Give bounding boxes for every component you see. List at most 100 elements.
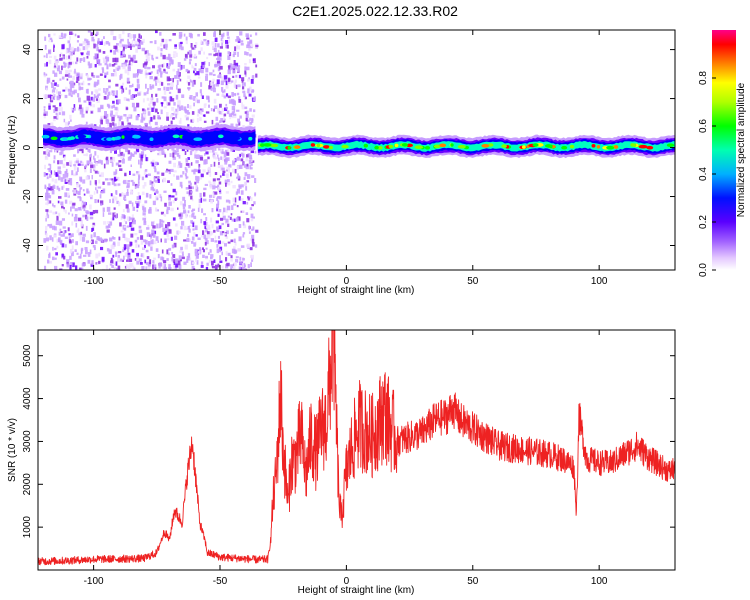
heatmap-noise-cell: [155, 161, 158, 166]
heatmap-noise-cell: [63, 207, 65, 210]
heatmap-noise-cell: [148, 209, 150, 214]
heatmap-noise-cell: [167, 83, 171, 86]
heatmap-noise-cell: [227, 179, 230, 182]
heatmap-noise-cell: [236, 92, 240, 96]
heatmap-noise-cell: [136, 78, 140, 84]
heatmap-noise-cell: [87, 160, 91, 165]
heatmap-noise-cell: [55, 112, 58, 116]
heatmap-noise-cell: [124, 247, 126, 251]
heatmap-noise-cell: [179, 117, 182, 123]
heatmap-noise-cell: [113, 45, 116, 49]
heatmap-noise-cell: [234, 228, 238, 232]
heatmap-noise-cell: [191, 64, 193, 69]
heatmap-noise-cell: [214, 37, 218, 42]
heatmap-noise-cell: [149, 41, 153, 44]
heatmap-noise-cell: [106, 71, 109, 75]
heatmap-noise-cell: [126, 98, 130, 101]
heatmap-noise-cell: [111, 90, 115, 93]
heatmap-noise-cell: [188, 61, 191, 65]
heatmap-noise-cell: [47, 94, 51, 98]
heatmap-noise-cell: [173, 170, 177, 173]
heatmap-hotspot: [143, 136, 150, 141]
heatmap-noise-cell: [45, 196, 49, 201]
heatmap-noise-cell: [161, 64, 164, 68]
heatmap-noise-cell: [105, 118, 109, 122]
heatmap-noise-cell: [112, 36, 117, 41]
heatmap-noise-cell: [144, 239, 148, 245]
heatmap-noise-cell: [189, 95, 193, 100]
heatmap-noise-cell: [137, 201, 140, 204]
heatmap-noise-cell: [71, 239, 74, 243]
heatmap-noise-cell: [75, 160, 79, 163]
heatmap-noise-cell: [102, 268, 106, 270]
heatmap-noise-cell: [80, 249, 83, 254]
heatmap-noise-cell: [70, 87, 72, 93]
heatmap-noise-cell: [59, 78, 62, 81]
heatmap-noise-cell: [69, 248, 73, 254]
heatmap-noise-cell: [54, 72, 58, 77]
heatmap-noise-cell: [241, 153, 245, 158]
heatmap-noise-cell: [134, 40, 138, 46]
heatmap-noise-cell: [93, 167, 96, 171]
heatmap-hotspot: [401, 143, 409, 147]
heatmap-noise-cell: [221, 167, 225, 171]
heatmap-noise-cell: [163, 90, 167, 95]
heatmap-noise-cell: [48, 150, 53, 153]
heatmap-noise-cell: [134, 183, 138, 187]
heatmap-noise-cell: [66, 263, 70, 268]
heatmap-noise-cell: [168, 247, 172, 251]
heatmap-noise-cell: [89, 194, 93, 197]
heatmap-noise-cell: [233, 262, 237, 266]
heatmap-noise-cell: [172, 68, 176, 72]
heatmap-noise-cell: [146, 56, 150, 62]
heatmap-noise-cell: [214, 147, 217, 151]
heatmap-noise-cell: [44, 155, 49, 160]
heatmap-noise-cell: [45, 215, 48, 218]
heatmap-noise-cell: [54, 265, 58, 270]
heatmap-noise-cell: [217, 242, 221, 246]
heatmap-hotspot: [591, 144, 596, 148]
heatmap-noise-cell: [224, 179, 228, 184]
heatmap-noise-cell: [70, 262, 73, 267]
heatmap-noise-cell: [81, 52, 84, 56]
heatmap-noise-cell: [79, 267, 82, 270]
heatmap-noise-cell: [113, 123, 117, 127]
heatmap-noise-cell: [96, 94, 99, 98]
heatmap-noise-cell: [229, 52, 232, 56]
heatmap-noise-cell: [219, 103, 222, 108]
heatmap-noise-cell: [219, 164, 224, 168]
heatmap-noise-cell: [220, 37, 223, 41]
heatmap-noise-cell: [252, 226, 255, 231]
heatmap-noise-cell: [189, 79, 192, 83]
heatmap-noise-cell: [85, 153, 88, 157]
heatmap-noise-cell: [46, 61, 48, 67]
heatmap-noise-cell: [231, 248, 236, 254]
heatmap-noise-cell: [130, 241, 133, 246]
heatmap-noise-cell: [222, 173, 225, 176]
heatmap-noise-cell: [89, 211, 94, 216]
heatmap-noise-cell: [92, 224, 95, 228]
heatmap-noise-cell: [227, 65, 231, 68]
heatmap-noise-cell: [213, 259, 216, 263]
heatmap-noise-cell: [138, 153, 142, 158]
heatmap-noise-cell: [160, 256, 164, 261]
heatmap-noise-cell: [72, 49, 74, 53]
heatmap-noise-cell: [226, 205, 231, 211]
heatmap-noise-cell: [245, 113, 249, 119]
heatmap-noise-cell: [161, 219, 163, 223]
heatmap-noise-cell: [168, 201, 172, 206]
heatmap-noise-cell: [206, 172, 209, 175]
heatmap-noise-cell: [179, 162, 183, 168]
heatmap-noise-cell: [114, 251, 118, 254]
heatmap-noise-cell: [222, 170, 226, 173]
heatmap-noise-cell: [175, 191, 178, 196]
heatmap-noise-cell: [203, 120, 207, 123]
heatmap-noise-cell: [168, 170, 171, 175]
heatmap-noise-cell: [142, 206, 145, 211]
heatmap-noise-cell: [115, 177, 118, 181]
heatmap-noise-cell: [213, 47, 217, 52]
heatmap-noise-cell: [209, 80, 212, 86]
heatmap-noise-cell: [196, 176, 200, 181]
heatmap-noise-cell: [224, 233, 227, 236]
heatmap-noise-cell: [48, 59, 52, 65]
